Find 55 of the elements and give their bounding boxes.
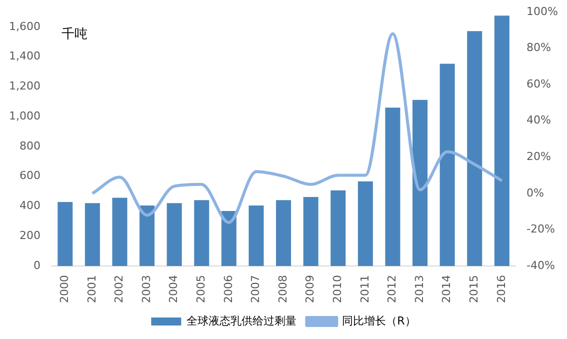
y2-tick-label: 80%	[526, 41, 552, 54]
x-tick-label: 2011	[358, 275, 372, 304]
bar	[248, 205, 264, 266]
x-tick-label: 2013	[412, 275, 426, 304]
x-tick-label: 2004	[167, 275, 180, 304]
x-tick-label: 2009	[304, 275, 317, 304]
y-tick-label: 1,400	[8, 50, 40, 63]
legend-label: 全球液态乳供给过剩量	[186, 314, 297, 328]
y2-tick-label: 40%	[526, 114, 552, 127]
line-series	[90, 32, 504, 224]
x-tick-label: 2014	[440, 275, 454, 304]
bar	[58, 202, 73, 266]
bar	[140, 205, 155, 266]
bar	[440, 64, 455, 266]
x-tick-label: 2002	[112, 275, 126, 304]
bar	[330, 190, 346, 266]
x-tick-label: 2000	[58, 275, 71, 304]
legend-label: 同比增长（R）	[342, 314, 416, 328]
y2-tick-label: 60%	[526, 77, 552, 90]
bar	[84, 203, 100, 266]
x-tick-label: 2003	[140, 275, 153, 304]
x-tick-label: 2012	[386, 275, 399, 304]
y2-tick-label: 20%	[526, 150, 552, 164]
bar	[494, 16, 510, 266]
x-tick-label: 2006	[222, 275, 235, 304]
bar	[166, 203, 182, 266]
x-tick-label: 2015	[467, 275, 480, 304]
x-tick-label: 2001	[85, 275, 98, 304]
bar	[385, 108, 400, 266]
bar	[112, 198, 128, 266]
y-tick-label: 800	[19, 139, 40, 152]
y-tick-label: 400	[19, 199, 40, 212]
bar	[276, 200, 292, 266]
bar	[221, 211, 236, 266]
y2-tick-label: -20%	[526, 222, 555, 236]
x-tick-label: 2005	[194, 275, 208, 304]
bar	[358, 181, 373, 266]
y-tick-label: 200	[19, 228, 40, 242]
x-tick-label: 2008	[276, 275, 290, 304]
y-tick-label: 0	[33, 258, 40, 272]
y2-tick-label: -40%	[526, 258, 555, 272]
y2-tick-label: 0%	[526, 186, 544, 200]
y-tick-label: 1,000	[8, 109, 40, 122]
annotation: 千吨	[61, 26, 88, 42]
y-tick-label: 1,600	[8, 20, 40, 33]
x-tick-label: 2007	[249, 275, 262, 304]
y-tick-label: 600	[19, 169, 40, 182]
bar	[467, 31, 482, 266]
x-tick-label: 2010	[330, 275, 344, 304]
x-tick-label: 2016	[494, 275, 508, 304]
y2-tick-label: 100%	[526, 4, 558, 18]
bar	[303, 196, 318, 266]
y-tick-label: 1,200	[8, 80, 40, 93]
bar	[194, 200, 210, 266]
bar	[412, 100, 428, 266]
